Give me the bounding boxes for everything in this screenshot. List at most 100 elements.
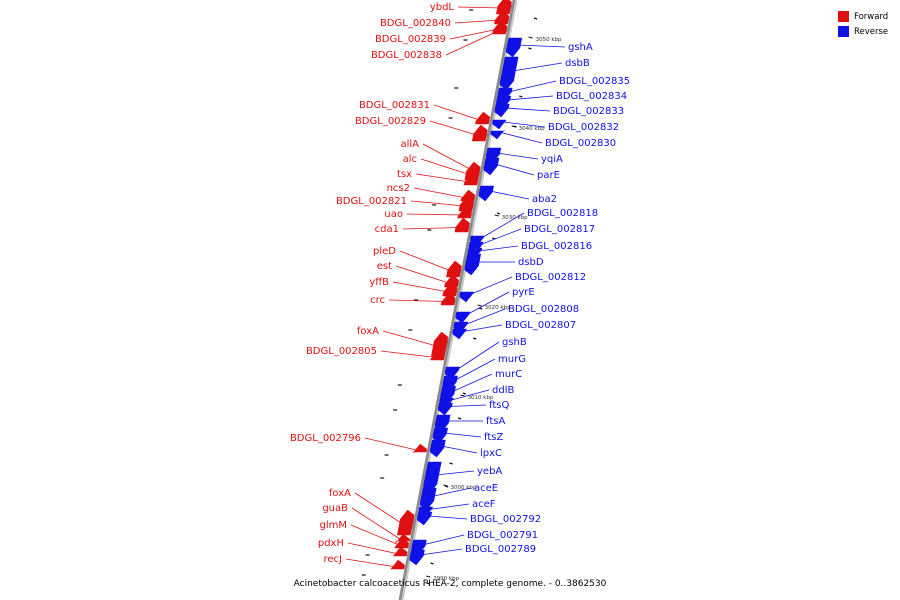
reverse-gene-edge [492,119,494,123]
reverse-gene [459,291,474,303]
reverse-gene-edge [490,130,492,133]
forward-leader [406,213,464,216]
forward-swatch [838,11,849,22]
forward-gene-body [492,22,507,35]
reverse-gene-label: dsbD [518,257,544,268]
reverse-gene [419,487,437,511]
reverse-gene [505,37,523,58]
forward-gene-edge [477,172,480,179]
reverse-gene-label: ddlB [492,385,514,396]
forward-leader [410,200,465,207]
forward-gene-body [471,124,488,142]
reverse-gene-body [499,56,519,91]
forward-leader [402,227,461,230]
forward-gene [412,443,427,454]
reverse-gene-edge [411,539,414,549]
reverse-gene-edge [468,241,471,247]
reverse-leader [455,341,500,371]
reverse-gene-edge [499,56,506,84]
forward-gene-edge [507,18,510,23]
scale-tick [511,125,516,128]
reverse-gene-edge [505,37,510,51]
forward-gene-edge [484,132,488,140]
reverse-gene-body [432,427,448,444]
scale-tick [443,484,448,487]
reverse-gene-label: gshB [502,337,527,348]
reverse-gene-edge [432,427,435,437]
reverse-gene [437,402,453,416]
reverse-gene-body [478,185,494,202]
reverse-leader [506,95,554,101]
forward-leader [380,350,437,358]
reverse-gene-label: gshA [568,42,593,53]
reverse-gene-body [452,328,467,340]
reverse-gene-edge [453,321,456,327]
reverse-leader [465,291,510,316]
reverse-gene-edge [440,385,443,397]
forward-leader [449,28,499,40]
reverse-gene-label: parE [537,170,560,181]
reverse-leader [420,548,463,556]
reverse-gene-label: yqiA [541,154,563,165]
reverse-gene-label: ftsA [486,416,505,427]
reverse-gene-label: BDGL_002789 [465,544,536,555]
forward-gene-label: pleD [373,246,396,257]
forward-gene-body [458,195,475,212]
forward-gene-edge [410,517,415,534]
forward-gene [471,124,488,142]
forward-gene-label: BDGL_002839 [375,34,446,45]
reverse-gene-edge [409,549,412,559]
forward-gene-edge [476,181,479,184]
reverse-gene-body [494,103,510,118]
forward-gene-label: ncs2 [387,183,410,194]
reverse-leader [429,503,470,510]
reverse-gene-body [505,37,523,58]
scale-tick [477,304,482,307]
reverse-gene-label: aceF [472,499,496,510]
gene-labels: ybdL BDGL_002840 BDGL_002839 BDGL_002838 BDG… [290,2,630,565]
forward-gene [454,217,470,233]
reverse-gene [478,185,494,202]
reverse-gene [483,157,500,176]
forward-leader [347,542,399,555]
forward-gene [492,22,507,35]
forward-gene-label: BDGL_002840 [380,18,451,29]
reverse-gene [492,119,507,130]
reverse-gene-label: lpxC [480,448,502,459]
forward-leader [350,524,401,546]
forward-gene-edge [467,225,470,231]
forward-gene-body [464,164,480,181]
reverse-gene-label: BDGL_002832 [548,122,619,133]
forward-gene-body [390,559,405,570]
reverse-gene-edge [483,157,487,169]
forward-gene-label: BDGL_002829 [355,116,426,127]
scale-label: 3020 kbp [485,305,511,311]
forward-gene-label: yffB [369,277,389,288]
forward-gene-label: BDGL_002838 [371,50,442,61]
reverse-gene-label: BDGL_002835 [559,76,630,87]
scale-label: 3010 kbp [468,395,494,401]
reverse-gene-label: BDGL_002817 [524,224,595,235]
tick-mark [528,47,532,50]
reverse-gene-label: murC [495,369,522,380]
forward-leader [415,173,470,183]
forward-gene [444,274,460,288]
forward-gene-body [392,546,408,557]
reverse-leader [496,152,539,160]
reverse-gene-body [455,311,471,324]
forward-gene-edge [459,268,462,276]
forward-gene-edge [473,197,476,200]
forward-gene-body [446,260,462,278]
reverse-gene [490,129,505,140]
scale-tick [528,36,533,39]
tick-mark [496,212,501,215]
forward-gene [397,509,415,536]
forward-gene-label: guaB [322,503,348,514]
forward-gene [394,537,410,549]
forward-gene-edge [453,300,456,304]
forward-gene-label: alc [403,154,417,165]
reverse-gene-body [492,119,507,130]
forward-gene-body [454,217,470,233]
forward-gene-body [496,0,512,15]
forward-leader [382,330,439,347]
